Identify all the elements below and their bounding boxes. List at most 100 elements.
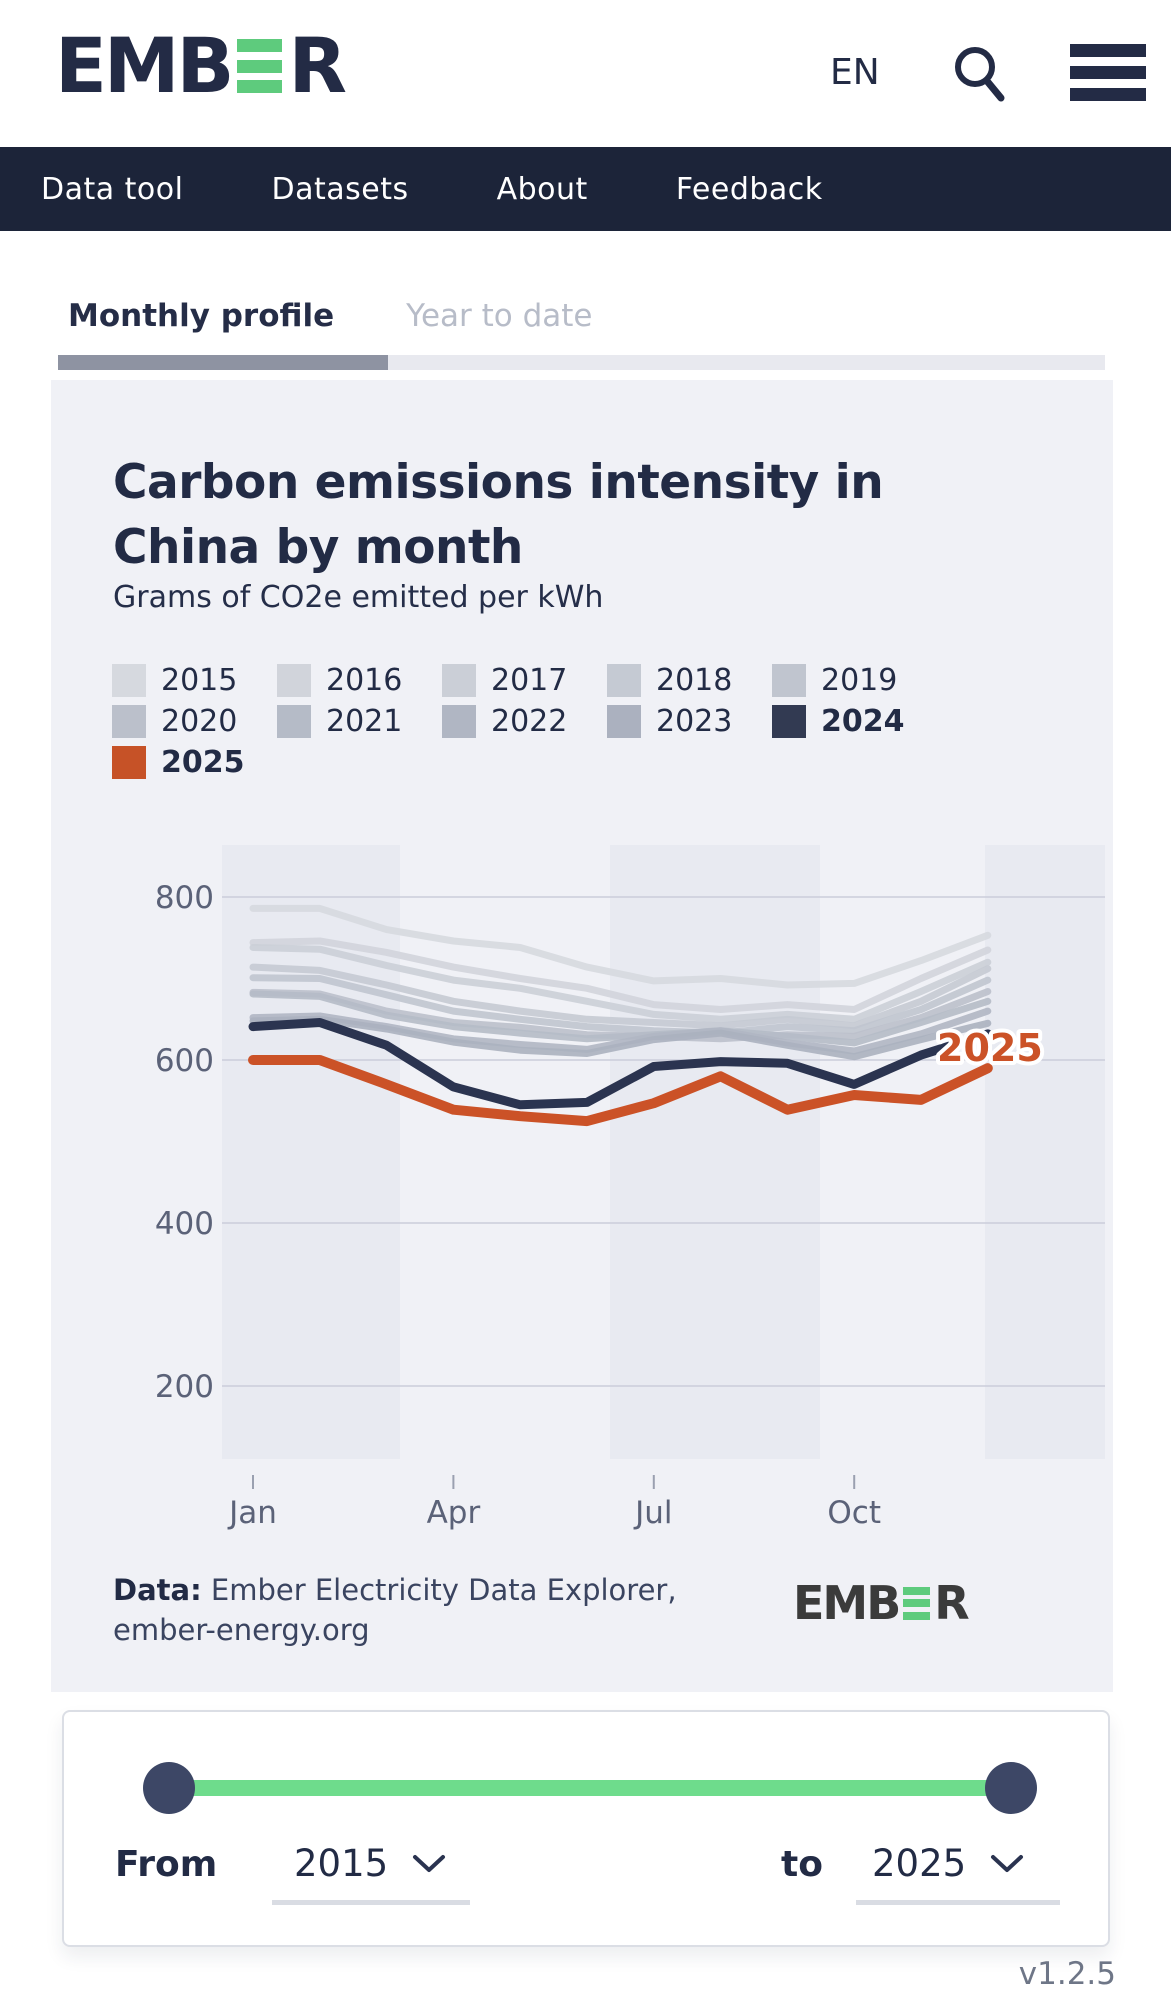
x-axis-tick-label: Jul bbox=[633, 1495, 672, 1531]
data-label: Data: bbox=[113, 1573, 202, 1607]
legend-swatch-icon bbox=[772, 664, 806, 697]
to-year-value: 2025 bbox=[872, 1842, 967, 1885]
range-handle-from[interactable] bbox=[143, 1762, 195, 1814]
data-attribution: Data: Ember Electricity Data Explorer, e… bbox=[113, 1570, 763, 1650]
quarter-band bbox=[985, 845, 1105, 1459]
legend-year-label: 2021 bbox=[326, 704, 403, 739]
legend-item-2016[interactable]: 2016 bbox=[277, 660, 442, 701]
site-header: EMB R EN bbox=[0, 0, 1171, 147]
legend-item-2023[interactable]: 2023 bbox=[607, 701, 772, 742]
data-source-line1: Ember Electricity Data Explorer, bbox=[201, 1573, 677, 1607]
legend-item-2020[interactable]: 2020 bbox=[112, 701, 277, 742]
legend-year-label: 2017 bbox=[491, 663, 568, 698]
tab-indicator-track bbox=[58, 355, 1105, 370]
chart-plot: 800 600 400 200 Jan Apr Jul Oct 2025 bbox=[155, 845, 1105, 1531]
quarter-band bbox=[610, 845, 820, 1459]
y-axis-tick-label: 600 bbox=[155, 1043, 214, 1079]
legend-swatch-icon bbox=[112, 705, 146, 738]
legend-item-2022[interactable]: 2022 bbox=[442, 701, 607, 742]
search-button[interactable] bbox=[952, 42, 1008, 104]
legend-year-label: 2016 bbox=[326, 663, 403, 698]
legend-year-label: 2022 bbox=[491, 704, 568, 739]
series-annotation-2025: 2025 bbox=[937, 1026, 1043, 1070]
legend-swatch-icon bbox=[607, 664, 641, 697]
footer-logo-e-bars-icon bbox=[903, 1586, 931, 1620]
nav-item-feedback[interactable]: Feedback bbox=[675, 171, 823, 207]
legend-item-2018[interactable]: 2018 bbox=[607, 660, 772, 701]
to-year-select[interactable]: 2025 bbox=[872, 1842, 1024, 1885]
logo-e-bars-icon bbox=[237, 39, 283, 93]
data-source-line2: ember-energy.org bbox=[113, 1613, 370, 1648]
legend-swatch-icon bbox=[112, 746, 146, 779]
series-line-2019 bbox=[249, 974, 992, 1037]
legend-item-2021[interactable]: 2021 bbox=[277, 701, 442, 742]
legend-swatch-icon bbox=[442, 705, 476, 738]
quarter-band bbox=[222, 845, 400, 1459]
x-axis-tick-label: Oct bbox=[827, 1495, 881, 1531]
logo-text-emb: EMB bbox=[55, 21, 234, 110]
y-axis-tick-label: 400 bbox=[155, 1206, 214, 1242]
x-axis-tick-label: Jan bbox=[227, 1495, 277, 1531]
tab-indicator-active bbox=[58, 355, 388, 370]
to-label: to bbox=[781, 1844, 823, 1885]
legend-year-label: 2025 bbox=[161, 745, 245, 780]
legend-year-label: 2018 bbox=[656, 663, 733, 698]
y-axis-tick-label: 800 bbox=[155, 880, 214, 916]
from-year-select[interactable]: 2015 bbox=[294, 1842, 446, 1885]
nav-item-datasets[interactable]: Datasets bbox=[271, 171, 409, 207]
legend-swatch-icon bbox=[277, 664, 311, 697]
x-axis-tick-label: Apr bbox=[427, 1495, 481, 1531]
legend-item-2024[interactable]: 2024 bbox=[772, 701, 937, 742]
ember-logo[interactable]: EMB R bbox=[55, 21, 347, 110]
view-tabs: Monthly profile Year to date bbox=[68, 298, 593, 334]
year-range-slider-track[interactable] bbox=[169, 1780, 1011, 1796]
to-select-underline bbox=[856, 1900, 1060, 1905]
legend-year-label: 2023 bbox=[656, 704, 733, 739]
legend-year-label: 2019 bbox=[821, 663, 898, 698]
legend-swatch-icon bbox=[277, 705, 311, 738]
main-nav: Data tool Datasets About Feedback bbox=[0, 147, 1171, 231]
hamburger-icon bbox=[1070, 44, 1146, 57]
nav-item-data-tool[interactable]: Data tool bbox=[41, 171, 184, 207]
legend-year-label: 2024 bbox=[821, 704, 905, 739]
chart-card: Carbon emissions intensity in China by m… bbox=[51, 380, 1113, 1692]
chevron-down-icon bbox=[413, 1854, 446, 1872]
range-handle-to[interactable] bbox=[985, 1762, 1037, 1814]
legend-item-2025[interactable]: 2025 bbox=[112, 742, 277, 783]
legend-swatch-icon bbox=[112, 664, 146, 697]
legend-item-2015[interactable]: 2015 bbox=[112, 660, 277, 701]
chart-subtitle: Grams of CO2e emitted per kWh bbox=[113, 580, 604, 615]
legend-year-label: 2015 bbox=[161, 663, 238, 698]
from-label: From bbox=[115, 1844, 218, 1885]
legend-item-2019[interactable]: 2019 bbox=[772, 660, 937, 701]
year-range-panel: From 2015 to 2025 bbox=[62, 1710, 1110, 1947]
chevron-down-icon bbox=[991, 1854, 1024, 1872]
series-line-2016 bbox=[249, 937, 992, 1013]
logo-text-r: R bbox=[288, 21, 347, 110]
series-line-2025 bbox=[248, 1055, 993, 1127]
series-line-2023 bbox=[249, 1015, 992, 1061]
series-line-2018 bbox=[249, 963, 992, 1030]
y-axis-tick-label: 200 bbox=[155, 1369, 214, 1405]
ember-footer-logo: EMB R bbox=[793, 1576, 970, 1630]
legend-swatch-icon bbox=[442, 664, 476, 697]
from-select-underline bbox=[272, 1900, 470, 1905]
tab-monthly-profile[interactable]: Monthly profile bbox=[68, 298, 335, 334]
menu-button[interactable] bbox=[1070, 44, 1146, 110]
tab-year-to-date[interactable]: Year to date bbox=[406, 298, 593, 334]
from-year-value: 2015 bbox=[294, 1842, 389, 1885]
search-icon bbox=[955, 47, 1005, 102]
nav-item-about[interactable]: About bbox=[496, 171, 588, 207]
language-selector[interactable]: EN bbox=[830, 52, 880, 93]
series-line-2024 bbox=[248, 1018, 993, 1110]
legend-item-2017[interactable]: 2017 bbox=[442, 660, 607, 701]
chart-legend: 2015 2016 2017 2018 2019 2020 2021 2022 2023 2024… bbox=[112, 660, 992, 783]
series-line-2021 bbox=[249, 990, 992, 1047]
legend-swatch-icon bbox=[772, 705, 806, 738]
version-label: v1.2.5 bbox=[1018, 1956, 1116, 1992]
series-line-2017 bbox=[249, 944, 992, 1023]
chart-title: Carbon emissions intensity in China by m… bbox=[113, 455, 884, 576]
series-line-2015 bbox=[249, 904, 992, 989]
legend-swatch-icon bbox=[607, 705, 641, 738]
legend-year-label: 2020 bbox=[161, 704, 238, 739]
